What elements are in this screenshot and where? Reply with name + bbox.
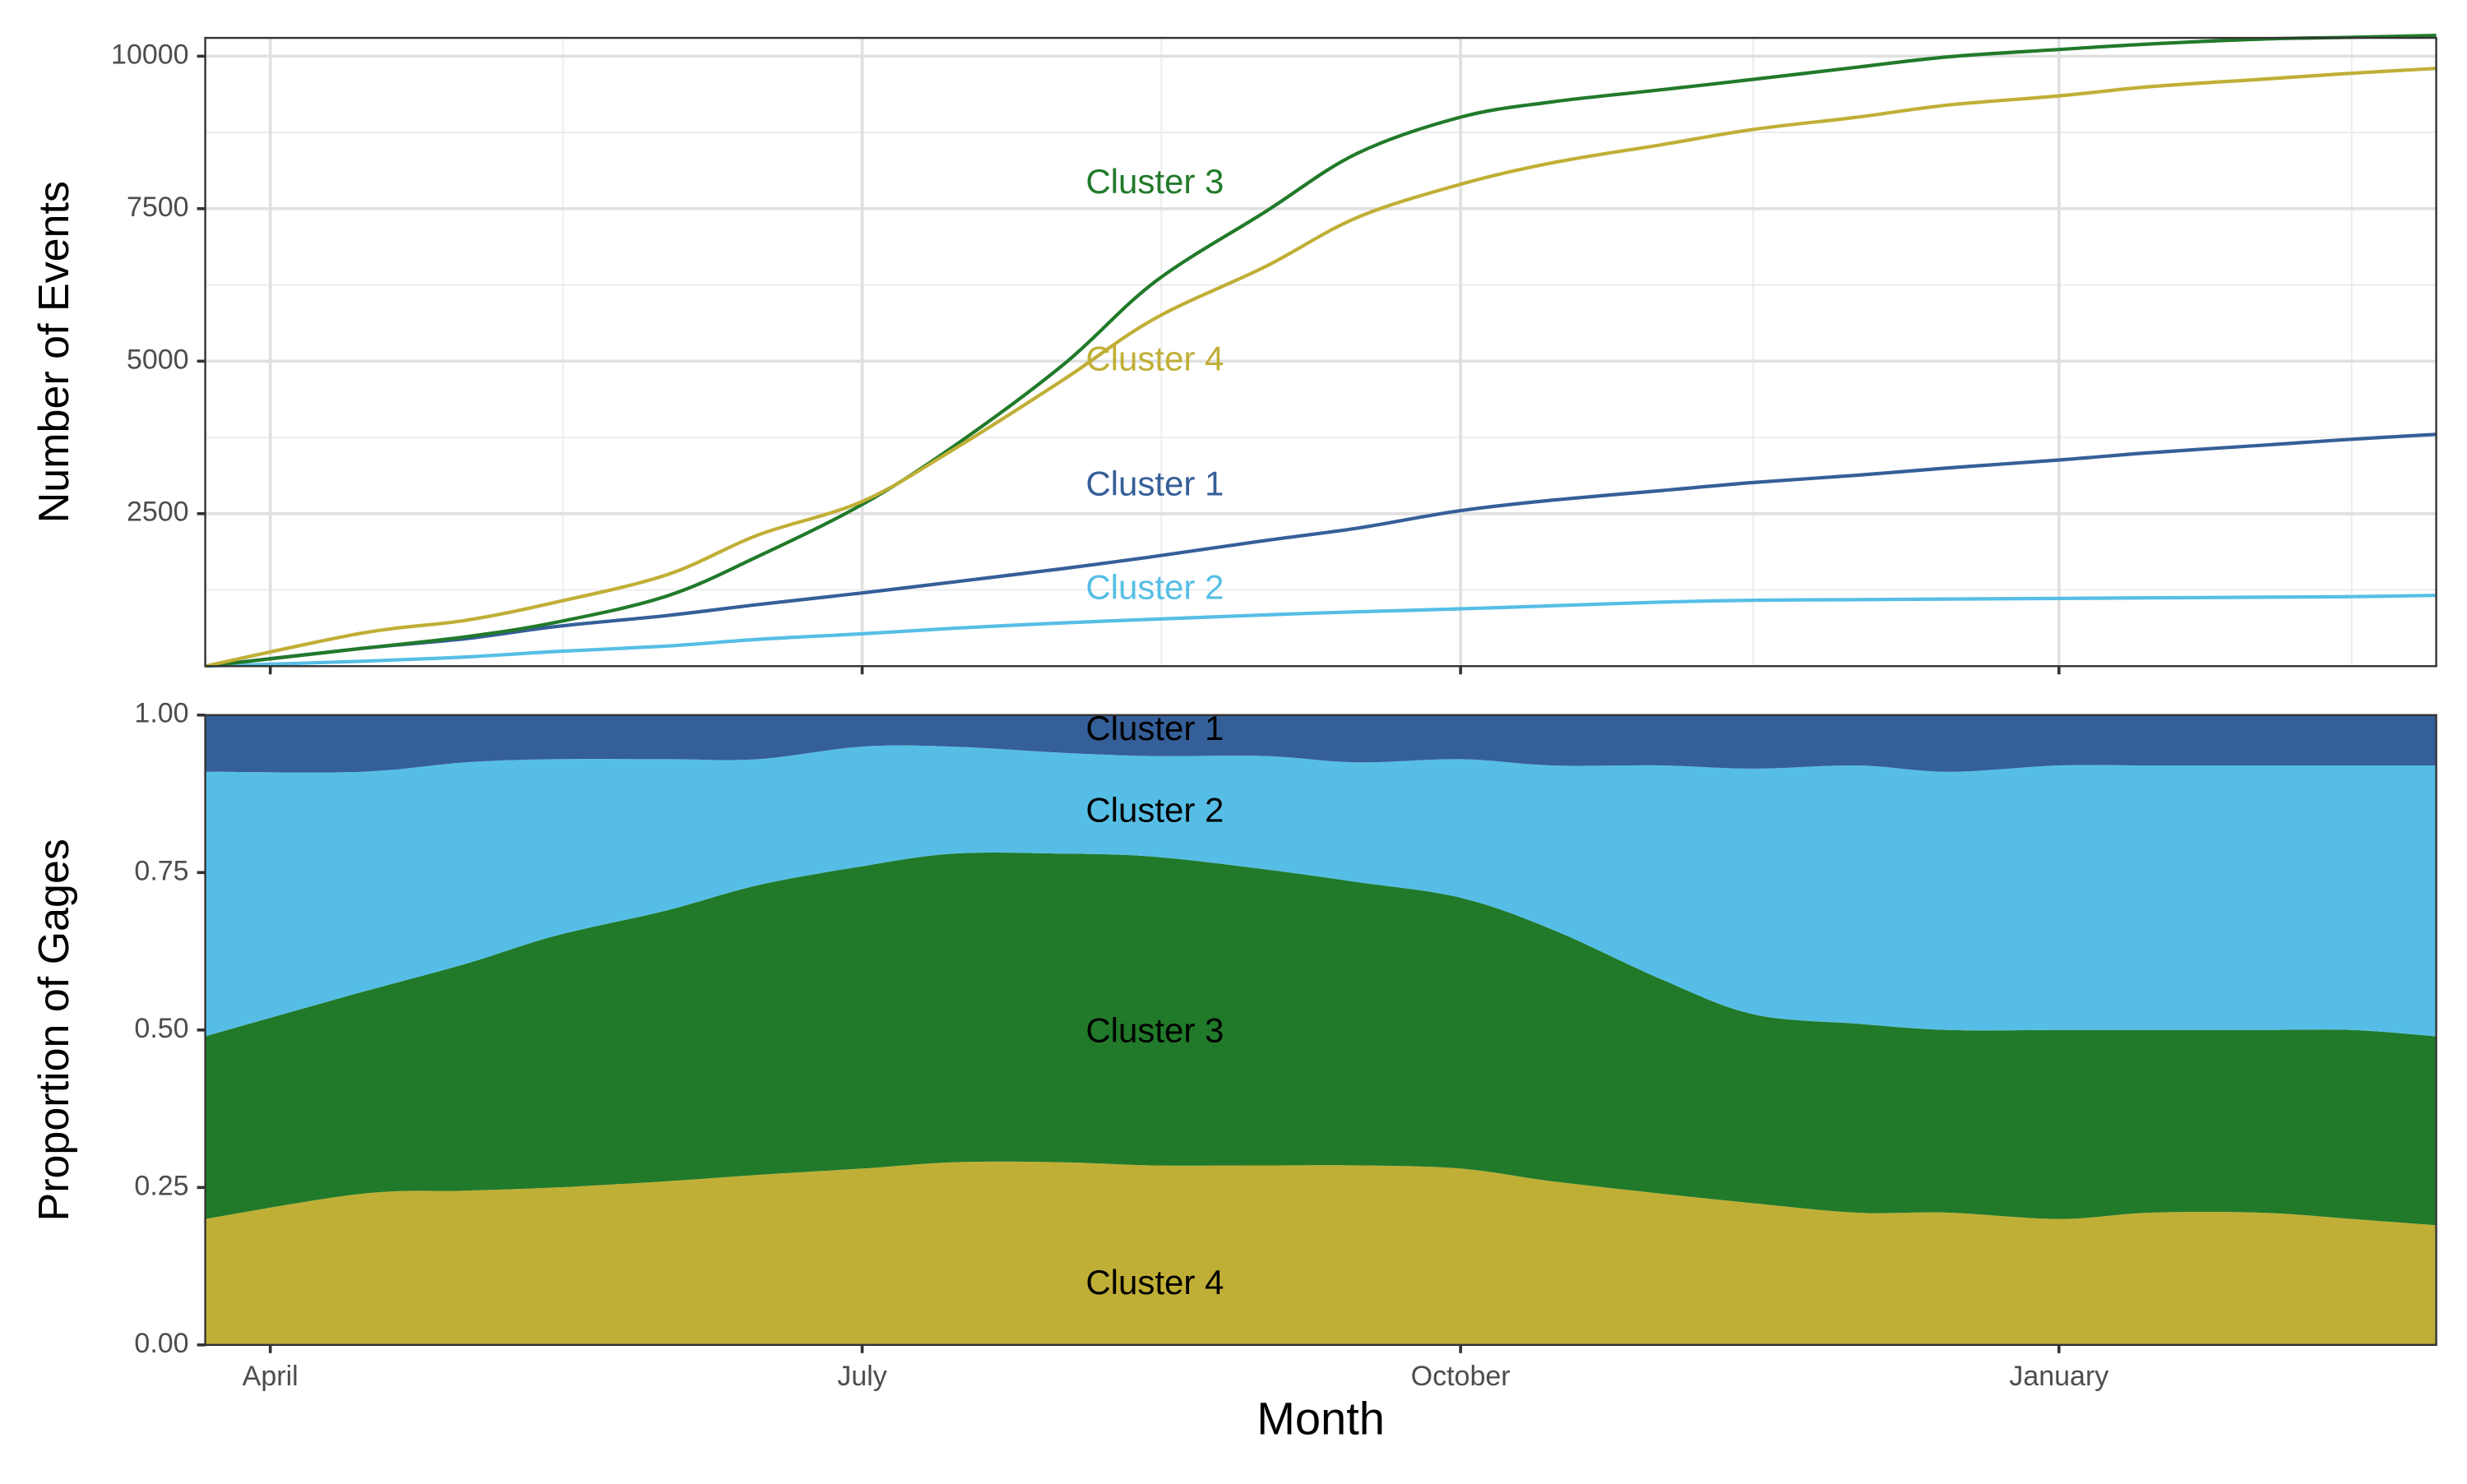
bottom-y-tick-label: 0.00 (134, 1328, 188, 1359)
area-cluster-4 (205, 1161, 2437, 1345)
area-label-cluster-4: Cluster 4 (1085, 1263, 1224, 1301)
x-tick-label: April (243, 1361, 299, 1392)
x-tick-label: October (1411, 1361, 1511, 1392)
top-plot-background (205, 38, 2437, 667)
top-y-tick-label: 10000 (111, 39, 189, 70)
bottom-y-tick-label: 1.00 (134, 698, 188, 729)
x-axis-label: Month (1257, 1393, 1385, 1445)
x-tick-label: July (837, 1361, 886, 1392)
line-cluster-2 (205, 594, 2437, 668)
top-y-tick-label: 2500 (127, 497, 189, 528)
series-label-cluster-1: Cluster 1 (1085, 464, 1224, 502)
bottom-y-axis-label: Proportion of Gages (30, 839, 78, 1221)
bottom-y-tick-label: 0.25 (134, 1170, 188, 1201)
series-label-cluster-2: Cluster 2 (1085, 568, 1224, 607)
series-label-cluster-3: Cluster 3 (1085, 162, 1224, 201)
area-label-cluster-3: Cluster 3 (1085, 1011, 1224, 1050)
area-label-cluster-2: Cluster 2 (1085, 791, 1224, 830)
top-panel-events-chart: Cluster 3 Cluster 4 Cluster 1 Cluster 2 2500… (111, 34, 2437, 675)
top-y-tick-label: 5000 (127, 344, 189, 375)
line-cluster-4 (205, 67, 2437, 668)
area-cluster-2 (205, 745, 2437, 1037)
top-y-axis-label: Number of Events (30, 181, 78, 523)
bottom-y-tick-label: 0.50 (134, 1013, 188, 1044)
top-panel-border (204, 36, 2437, 668)
x-tick-label: January (2009, 1361, 2108, 1392)
top-y-tick-label: 7500 (127, 192, 189, 223)
bottom-y-tick-label: 0.75 (134, 855, 188, 886)
bottom-panel-border (204, 714, 2437, 1347)
line-cluster-1 (205, 432, 2437, 668)
series-label-cluster-4: Cluster 4 (1085, 339, 1224, 377)
area-cluster-3 (205, 852, 2437, 1226)
line-cluster-3 (205, 34, 2437, 668)
area-cluster-1 (205, 714, 2437, 773)
